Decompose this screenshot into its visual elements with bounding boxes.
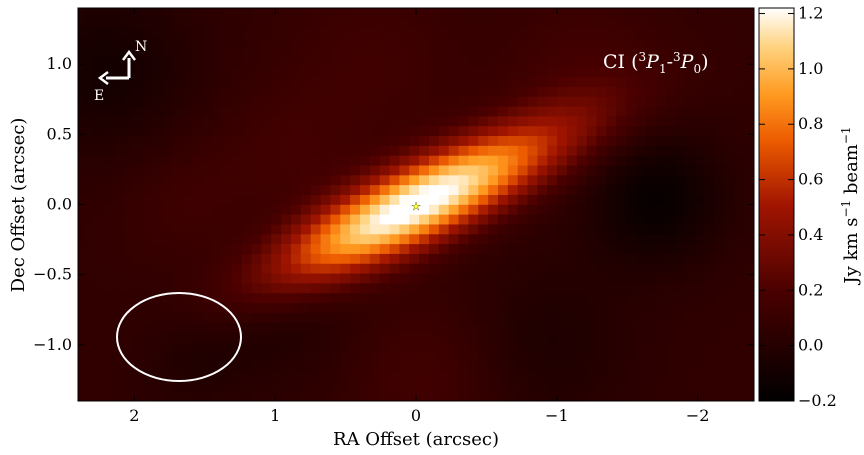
y-tick-label: 0.5 <box>47 124 72 143</box>
colorbar-tick-label: 0.8 <box>798 114 823 133</box>
star-marker: ★ <box>411 200 421 213</box>
colorbar-tick-label: 1.0 <box>798 59 823 78</box>
y-tick-label: 0.0 <box>47 195 72 214</box>
colorbar-tick-label: 0.2 <box>798 280 823 299</box>
x-tick-label: 0 <box>411 406 421 425</box>
axes: 2 1 0 −1 −2 1.0 0.5 0.0 −0.5 −1.0 <box>33 8 754 425</box>
north-arrow-head <box>122 49 136 61</box>
colorbar-tick-label: 0.6 <box>798 170 823 189</box>
colorbar-tick-label: −0.2 <box>798 391 837 410</box>
east-label: E <box>94 88 104 104</box>
colorbar-tick-label: 0.0 <box>798 336 823 355</box>
east-arrow-head <box>97 71 109 85</box>
compass: N E <box>94 39 147 104</box>
y-axis-label: Dec Offset (arcsec) <box>8 118 29 293</box>
colorbar-tick-label: 1.2 <box>798 4 823 23</box>
north-label: N <box>135 39 147 55</box>
x-axis-label: RA Offset (arcsec) <box>333 429 499 450</box>
y-tick-label: 1.0 <box>47 54 72 73</box>
x-tick-label: 2 <box>129 406 139 425</box>
beam-ellipse <box>116 292 242 382</box>
y-tick-label: −0.5 <box>33 265 72 284</box>
colorbar-ticks: 1.2 1.0 0.8 0.6 0.4 0.2 0.0 −0.2 <box>759 4 837 410</box>
colorbar: 1.2 1.0 0.8 0.6 0.4 0.2 0.0 −0.2 Jy km s−1 beam… <box>758 4 862 410</box>
x-tick-label: −1 <box>545 406 569 425</box>
colorbar-gradient <box>758 7 795 402</box>
heatmap-plot: ★ N E CI (3P1-3P0) <box>77 7 755 402</box>
colorbar-label: Jy km s−1 beam−1 <box>839 126 862 285</box>
x-tick-label: 1 <box>270 406 280 425</box>
x-tick-label: −2 <box>686 406 710 425</box>
colorbar-tick-label: 0.4 <box>798 225 823 244</box>
line-label: CI (3P1-3P0) <box>603 50 709 76</box>
heatmap-cells <box>78 8 754 401</box>
y-tick-label: −1.0 <box>33 335 72 354</box>
